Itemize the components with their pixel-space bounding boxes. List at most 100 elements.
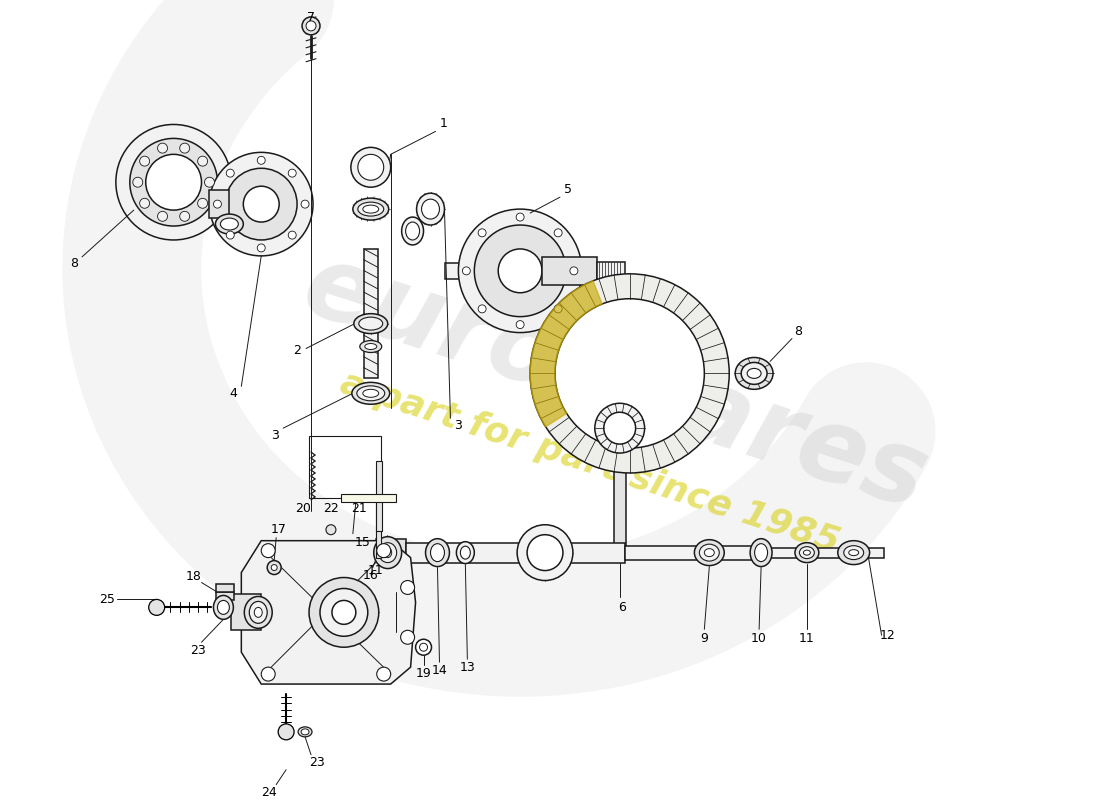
Ellipse shape: [406, 222, 419, 240]
Ellipse shape: [402, 217, 424, 245]
Ellipse shape: [353, 198, 388, 220]
Ellipse shape: [747, 369, 761, 378]
Circle shape: [459, 209, 582, 333]
Circle shape: [358, 154, 384, 180]
Ellipse shape: [358, 202, 384, 216]
Circle shape: [157, 143, 167, 153]
Circle shape: [261, 544, 275, 558]
Circle shape: [267, 561, 282, 574]
Ellipse shape: [461, 546, 471, 559]
Text: eurospares: eurospares: [290, 235, 939, 532]
Text: 6: 6: [618, 601, 626, 614]
Circle shape: [288, 169, 296, 177]
Circle shape: [516, 213, 524, 221]
Ellipse shape: [430, 544, 444, 562]
Circle shape: [478, 229, 486, 237]
Text: 1: 1: [440, 117, 448, 130]
Circle shape: [301, 200, 309, 208]
Text: 5: 5: [564, 182, 572, 196]
Circle shape: [326, 525, 336, 534]
Circle shape: [130, 138, 218, 226]
Ellipse shape: [250, 602, 267, 623]
Circle shape: [351, 147, 390, 187]
Circle shape: [376, 544, 390, 558]
Bar: [309, 436, 381, 498]
Text: 21: 21: [351, 502, 366, 515]
Polygon shape: [241, 541, 416, 684]
Ellipse shape: [755, 544, 768, 562]
Text: 20: 20: [295, 502, 311, 515]
Circle shape: [595, 403, 645, 453]
Ellipse shape: [417, 193, 444, 225]
Ellipse shape: [216, 214, 243, 234]
Bar: [376, 461, 382, 530]
Ellipse shape: [213, 595, 233, 619]
Circle shape: [278, 724, 294, 740]
Circle shape: [227, 231, 234, 239]
Text: 11: 11: [799, 632, 815, 645]
Text: 22: 22: [323, 502, 339, 515]
Circle shape: [517, 525, 573, 581]
Circle shape: [116, 125, 231, 240]
Circle shape: [570, 267, 578, 275]
Text: 7: 7: [307, 11, 315, 25]
Ellipse shape: [803, 550, 811, 555]
Ellipse shape: [421, 199, 440, 219]
Bar: [217, 585, 234, 593]
Ellipse shape: [354, 314, 387, 334]
Bar: [542, 257, 597, 285]
Ellipse shape: [694, 540, 724, 566]
Ellipse shape: [426, 538, 450, 566]
Circle shape: [306, 21, 316, 31]
Text: 14: 14: [431, 664, 448, 677]
Ellipse shape: [244, 597, 272, 628]
Ellipse shape: [704, 549, 714, 557]
Text: 23: 23: [309, 756, 324, 770]
Text: 23: 23: [189, 644, 206, 657]
Ellipse shape: [384, 548, 392, 558]
Text: 12: 12: [880, 629, 895, 642]
Ellipse shape: [363, 390, 378, 398]
Ellipse shape: [360, 341, 382, 353]
Circle shape: [554, 305, 562, 313]
Text: 25: 25: [99, 593, 114, 606]
Text: 4: 4: [230, 387, 238, 400]
Bar: [625, 546, 764, 559]
Circle shape: [205, 178, 214, 187]
Circle shape: [376, 667, 390, 681]
Bar: [614, 428, 626, 558]
Ellipse shape: [365, 343, 376, 350]
Ellipse shape: [735, 358, 773, 390]
Circle shape: [516, 321, 524, 329]
Ellipse shape: [700, 544, 719, 561]
Circle shape: [400, 581, 415, 594]
Bar: [406, 542, 625, 562]
Circle shape: [416, 639, 431, 655]
Circle shape: [140, 198, 150, 208]
Text: 3: 3: [454, 418, 462, 432]
Ellipse shape: [849, 550, 859, 556]
Circle shape: [213, 200, 221, 208]
Circle shape: [272, 565, 277, 570]
Bar: [764, 548, 883, 558]
Text: 18: 18: [186, 570, 201, 583]
Circle shape: [527, 534, 563, 570]
Circle shape: [604, 412, 636, 444]
Text: 2: 2: [293, 344, 301, 357]
Bar: [341, 494, 396, 502]
Ellipse shape: [298, 727, 312, 737]
Circle shape: [474, 225, 565, 317]
Circle shape: [530, 274, 729, 473]
Circle shape: [198, 198, 208, 208]
Ellipse shape: [750, 538, 772, 566]
Ellipse shape: [800, 546, 814, 558]
Ellipse shape: [352, 382, 389, 404]
Circle shape: [288, 231, 296, 239]
Circle shape: [227, 169, 234, 177]
Circle shape: [157, 211, 167, 222]
Circle shape: [179, 211, 189, 222]
Ellipse shape: [838, 541, 870, 565]
Circle shape: [498, 249, 542, 293]
Text: 8: 8: [70, 258, 78, 270]
Ellipse shape: [741, 362, 767, 384]
